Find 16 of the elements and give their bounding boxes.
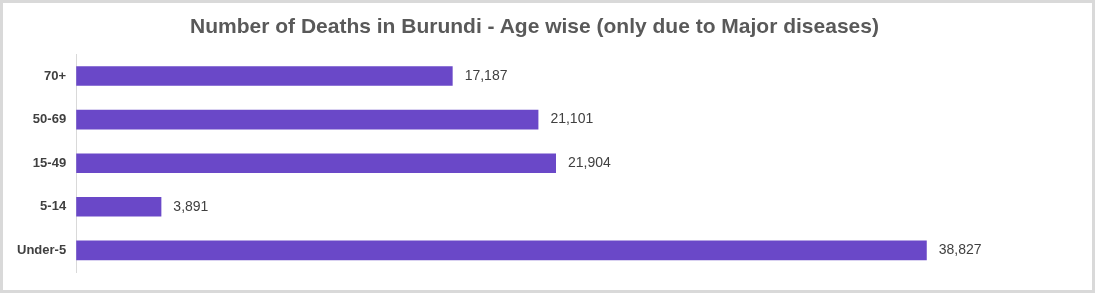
data-label: 21,904 (568, 154, 612, 171)
y-tick-label: 70+ (44, 67, 67, 83)
bar (76, 109, 539, 130)
y-tick-label: 50-69 (32, 111, 67, 127)
chart-title: Number of Deaths in Burundi - Age wise (only due to Major diseases) (190, 14, 879, 38)
y-tick-label: 15-49 (32, 154, 67, 170)
bar (76, 153, 556, 174)
bar (76, 196, 162, 217)
bar (76, 240, 927, 261)
data-label: 17,187 (464, 66, 508, 83)
data-label: 38,827 (938, 241, 982, 258)
y-tick-label: 5-14 (40, 198, 67, 214)
data-label: 21,101 (550, 110, 594, 127)
data-label: 3,891 (173, 197, 209, 214)
bar (76, 66, 453, 86)
y-tick-label: Under-5 (16, 241, 67, 257)
